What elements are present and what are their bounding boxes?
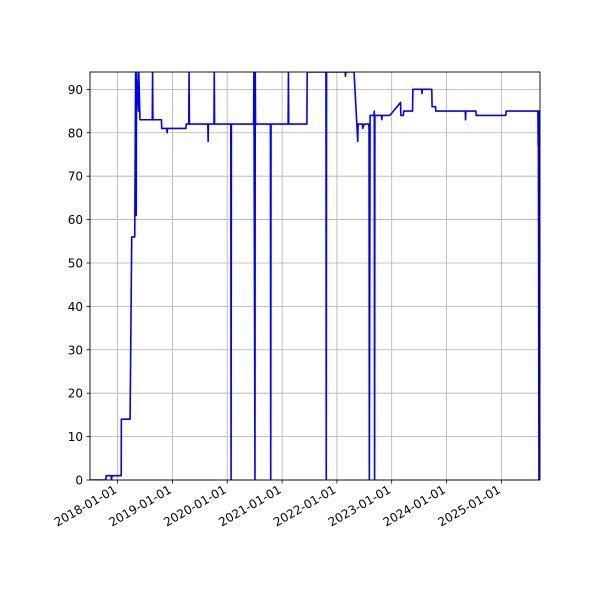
y-tick-label: 40 — [68, 300, 83, 314]
y-tick-label: 0 — [75, 474, 83, 488]
y-tick-label: 10 — [68, 430, 83, 444]
series-layer — [90, 72, 540, 480]
plot-frame — [89, 71, 541, 481]
series-line-1 — [90, 72, 540, 480]
y-tick-label: 80 — [68, 126, 83, 140]
y-tick-label: 60 — [68, 213, 83, 227]
axes: 01020304050607080902018-01-012019-01-012… — [52, 71, 541, 529]
grid — [90, 72, 540, 481]
y-tick-label: 70 — [68, 170, 83, 184]
y-tick-label: 50 — [68, 256, 83, 270]
y-tick-label: 30 — [68, 343, 83, 357]
y-tick-label: 20 — [68, 387, 83, 401]
y-tick-label: 90 — [68, 83, 83, 97]
x-tick-label: 2025-01-01 — [436, 482, 503, 529]
